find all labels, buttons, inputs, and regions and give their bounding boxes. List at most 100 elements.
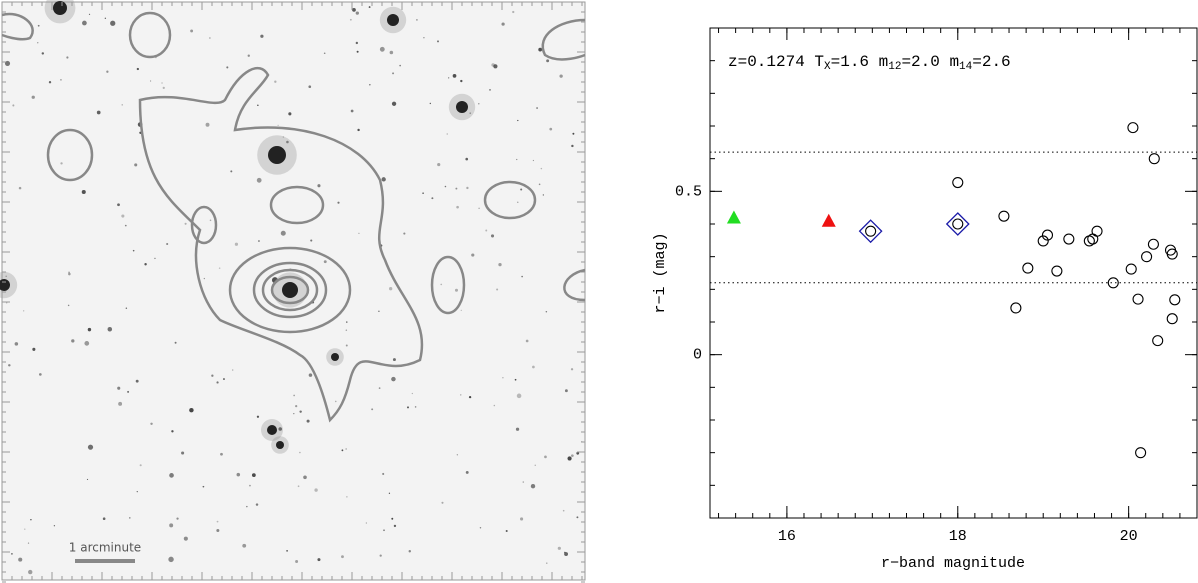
star <box>86 478 89 481</box>
star <box>171 430 174 433</box>
star <box>382 472 385 475</box>
star <box>559 74 563 78</box>
star <box>161 82 163 84</box>
star <box>341 449 344 452</box>
star <box>520 188 523 191</box>
circle-point <box>1169 294 1181 306</box>
star <box>310 239 313 242</box>
star <box>127 390 130 393</box>
star <box>391 517 394 520</box>
star <box>392 72 395 75</box>
star <box>455 187 458 190</box>
star <box>41 52 45 55</box>
star <box>557 546 561 550</box>
circle-point <box>952 218 964 230</box>
contour <box>430 255 466 315</box>
star <box>389 287 393 291</box>
contour <box>138 66 424 423</box>
star <box>168 556 174 563</box>
contour <box>261 268 319 312</box>
y-tick-label: 0.5 <box>675 183 702 200</box>
star <box>517 119 519 122</box>
star <box>303 475 307 480</box>
star <box>393 524 397 528</box>
star <box>124 224 127 227</box>
star <box>564 551 566 554</box>
star <box>299 451 301 454</box>
star <box>107 327 113 332</box>
star <box>478 103 480 105</box>
circle-point <box>1091 225 1103 237</box>
star <box>379 554 382 557</box>
star <box>429 102 432 105</box>
star <box>205 122 210 127</box>
circle-point <box>1107 277 1119 289</box>
star <box>346 321 348 323</box>
star <box>323 52 326 55</box>
star <box>456 454 459 456</box>
star <box>331 353 339 361</box>
star <box>422 192 424 194</box>
star <box>391 101 397 106</box>
star <box>452 74 457 78</box>
star <box>414 406 417 408</box>
circle-point <box>1037 235 1049 247</box>
star <box>460 309 462 311</box>
star <box>223 378 225 380</box>
annotation: z=0.1274 TX=1.6 m12=2.0 m14=2.6 <box>728 53 1011 73</box>
star <box>84 341 90 346</box>
star <box>454 288 458 292</box>
star <box>485 229 488 232</box>
star <box>520 517 524 521</box>
circle-point <box>1010 302 1022 314</box>
star <box>150 422 153 426</box>
star <box>505 529 508 532</box>
star <box>209 37 211 39</box>
star <box>516 393 522 399</box>
star <box>571 454 574 457</box>
star <box>236 472 241 477</box>
star <box>27 542 30 544</box>
star <box>216 381 219 384</box>
star <box>416 18 418 21</box>
star <box>38 373 42 376</box>
annotation-subscript: 12 <box>888 61 901 73</box>
star <box>536 107 539 109</box>
star <box>350 109 354 113</box>
star <box>268 146 286 164</box>
star <box>431 197 434 200</box>
star <box>378 310 380 312</box>
star <box>538 183 541 186</box>
contour <box>541 18 586 61</box>
x-axis-label: r−band magnitude <box>881 555 1025 572</box>
star <box>8 364 11 367</box>
star <box>14 342 19 346</box>
star <box>286 140 289 144</box>
diamond-point <box>945 212 970 236</box>
star <box>408 550 411 553</box>
star <box>23 310 25 312</box>
star <box>60 162 63 165</box>
sky-image: 1 arcminute <box>0 0 586 583</box>
star <box>379 46 385 52</box>
star <box>121 214 125 218</box>
circle-point <box>1166 313 1178 325</box>
circle-point <box>1148 153 1160 165</box>
star <box>542 194 545 196</box>
circle-point <box>952 176 964 189</box>
star <box>297 485 300 488</box>
star <box>456 205 459 209</box>
diamond-point <box>858 219 883 244</box>
star <box>352 8 356 12</box>
star <box>516 158 518 161</box>
star <box>441 501 444 504</box>
star <box>139 464 142 467</box>
star <box>437 163 441 167</box>
star <box>5 275 7 277</box>
star <box>203 277 206 280</box>
star <box>460 79 463 83</box>
star <box>406 406 410 409</box>
star <box>12 104 15 107</box>
star <box>444 185 447 188</box>
star <box>465 470 469 474</box>
